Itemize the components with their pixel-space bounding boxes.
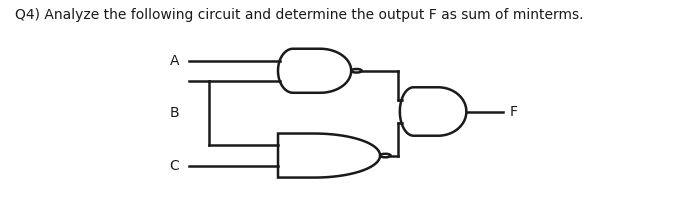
- Circle shape: [380, 154, 391, 157]
- Text: A: A: [170, 54, 179, 68]
- Polygon shape: [400, 87, 466, 136]
- Text: B: B: [170, 106, 179, 120]
- Polygon shape: [278, 134, 380, 178]
- Text: C: C: [169, 159, 179, 173]
- Text: F: F: [509, 105, 517, 118]
- Circle shape: [351, 69, 361, 72]
- Polygon shape: [278, 49, 351, 93]
- Text: Q4) Analyze the following circuit and determine the output F as sum of minterms.: Q4) Analyze the following circuit and de…: [15, 8, 583, 22]
